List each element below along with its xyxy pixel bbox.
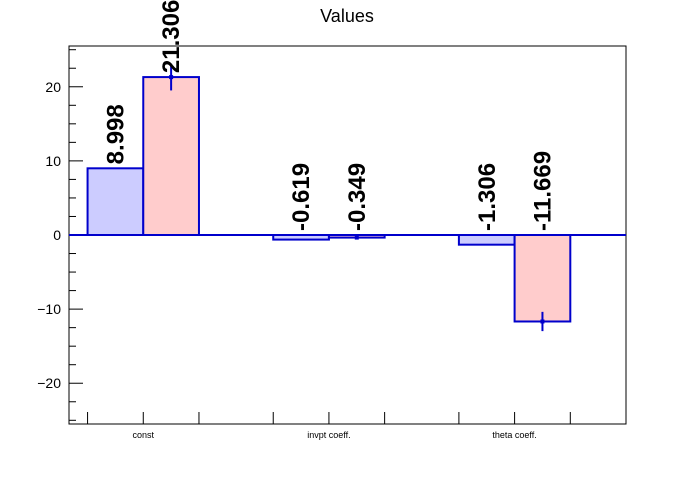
bar-value-label: -0.349 <box>344 163 371 231</box>
x-category-label: invpt coeff. <box>307 430 350 440</box>
y-tick-label: 10 <box>45 153 61 169</box>
bars-layer <box>86 63 572 332</box>
bar-value-label: -1.306 <box>474 163 501 231</box>
bar <box>513 234 572 323</box>
y-tick-label: −20 <box>37 375 61 391</box>
y-tick-label: −10 <box>37 301 61 317</box>
bar-value-label: -11.669 <box>529 151 556 231</box>
error-bar-marker <box>354 235 359 240</box>
bar-value-label: 8.998 <box>102 104 129 164</box>
y-tick-label: 20 <box>45 79 61 95</box>
bar <box>142 76 200 236</box>
bar-value-label: 21.306 <box>158 0 185 73</box>
error-bar-marker <box>169 75 174 80</box>
x-category-label: theta coeff. <box>492 430 536 440</box>
chart-title: Values <box>320 6 374 26</box>
value-labels-layer: 8.998 -0.619 -1.306 21.306 -0.349 -11.669 <box>102 0 556 231</box>
x-category-label: const <box>133 430 155 440</box>
bar <box>86 167 145 236</box>
axis-layer: −20 −10 0 10 20 const invpt coeff. theta coeff. <box>37 49 626 440</box>
bar-value-label: -0.619 <box>288 163 315 231</box>
y-tick-label: 0 <box>53 227 61 243</box>
bar <box>457 234 516 246</box>
error-bar-marker <box>540 319 545 324</box>
